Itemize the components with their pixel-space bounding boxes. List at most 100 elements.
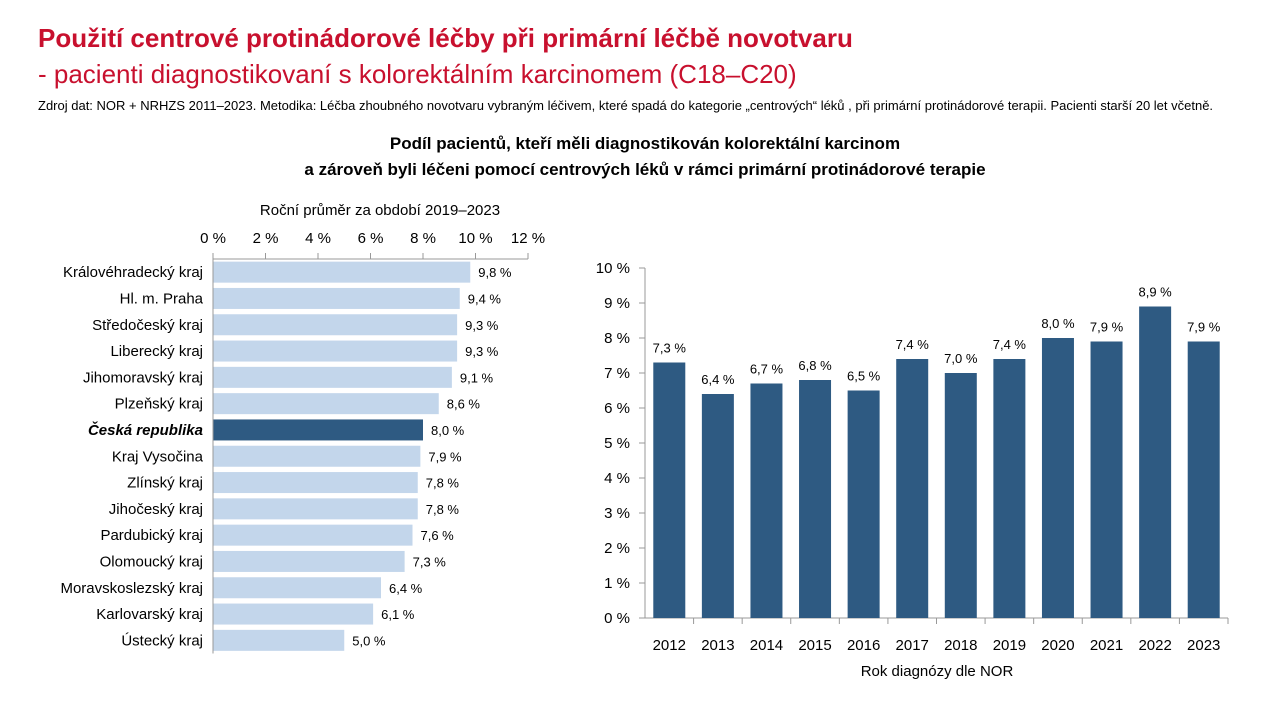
yearly-value-label: 7,9 %: [1187, 320, 1221, 335]
yearly-y-tick-label: 0 %: [604, 610, 630, 627]
regional-value-label: 8,6 %: [447, 397, 481, 412]
regional-value-label: 9,8 %: [478, 265, 512, 280]
yearly-y-tick-label: 8 %: [604, 330, 630, 347]
yearly-value-label: 7,4 %: [993, 337, 1027, 352]
yearly-value-label: 7,4 %: [896, 337, 930, 352]
regional-category-label: Pardubický kraj: [100, 527, 203, 544]
regional-category-label: Liberecký kraj: [110, 343, 203, 360]
yearly-bar: [701, 394, 734, 618]
regional-category-label: Karlovarský kraj: [96, 606, 203, 623]
regional-bar: [213, 419, 423, 441]
regional-bar: [213, 550, 405, 572]
yearly-bar-chart: Rok diagnózy dle NOR 0 % 1 % 2 % 3 % 4 % 5 % 6…: [596, 260, 1229, 680]
yearly-bar: [896, 359, 929, 618]
regional-bar: [213, 261, 471, 283]
regional-value-label: 7,8 %: [426, 502, 460, 517]
regional-value-label: 7,6 %: [421, 528, 455, 543]
yearly-bar: [1187, 341, 1220, 618]
chart-heading-line1: Podíl pacientů, kteří měli diagnostiková…: [389, 134, 901, 153]
yearly-category-label: 2023: [1187, 637, 1220, 654]
regional-category-label: Olomoucký kraj: [100, 553, 203, 570]
regional-bar: [213, 366, 452, 388]
regional-bar: [213, 287, 460, 309]
yearly-category-label: 2016: [847, 637, 880, 654]
regional-value-label: 9,1 %: [460, 370, 494, 385]
regional-category-label: Jihomoravský kraj: [83, 369, 203, 386]
yearly-category-label: 2018: [944, 637, 977, 654]
regional-bar: [213, 314, 458, 336]
yearly-y-tick-label: 4 %: [604, 470, 630, 487]
yearly-y-tick-label: 6 %: [604, 400, 630, 417]
yearly-bar: [750, 383, 783, 618]
regional-value-label: 9,3 %: [465, 344, 499, 359]
regional-category-label: Středočeský kraj: [92, 317, 203, 334]
yearly-bar: [799, 380, 832, 618]
yearly-category-label: 2019: [993, 637, 1026, 654]
regional-category-label: Zlínský kraj: [127, 475, 203, 492]
regional-chart-title: Roční průměr za období 2019–2023: [260, 202, 500, 219]
regional-bar: [213, 393, 439, 415]
regional-category-label: Hl. m. Praha: [120, 290, 204, 307]
yearly-category-label: 2012: [653, 637, 686, 654]
regional-category-label: Jihočeský kraj: [109, 501, 203, 518]
regional-category-label: Moravskoslezský kraj: [60, 580, 203, 597]
regional-bar: [213, 524, 413, 546]
regional-x-tick-label: 4 %: [305, 230, 331, 247]
regional-bar: [213, 629, 345, 651]
regional-value-label: 8,0 %: [431, 423, 465, 438]
yearly-value-label: 6,8 %: [798, 358, 832, 373]
yearly-y-tick-label: 2 %: [604, 540, 630, 557]
regional-bar: [213, 577, 381, 599]
regional-value-label: 7,9 %: [428, 449, 462, 464]
yearly-category-label: 2013: [701, 637, 734, 654]
yearly-bar: [1041, 338, 1074, 618]
yearly-y-tick-label: 10 %: [596, 260, 630, 277]
yearly-value-label: 8,9 %: [1139, 285, 1173, 300]
source-note: Zdroj dat: NOR + NRHZS 2011–2023. Metodi…: [38, 98, 1214, 113]
yearly-value-label: 6,7 %: [750, 362, 784, 377]
regional-category-label: Královéhradecký kraj: [63, 264, 203, 281]
regional-category-label: Kraj Vysočina: [112, 448, 204, 465]
yearly-bar: [944, 373, 977, 618]
yearly-y-tick-label: 9 %: [604, 295, 630, 312]
chart-heading-line2: a zároveň byli léčeni pomocí centrových …: [304, 160, 986, 179]
yearly-value-label: 7,9 %: [1090, 320, 1124, 335]
regional-value-label: 7,3 %: [413, 554, 447, 569]
yearly-category-label: 2020: [1041, 637, 1074, 654]
page-title: Použití centrové protinádorové léčby při…: [38, 23, 853, 53]
regional-value-label: 9,4 %: [468, 291, 502, 306]
yearly-category-label: 2014: [750, 637, 783, 654]
regional-x-tick-label: 0 %: [200, 230, 226, 247]
yearly-bar: [993, 359, 1026, 618]
yearly-bar: [847, 390, 880, 618]
regional-value-label: 7,8 %: [426, 476, 460, 491]
yearly-value-label: 8,0 %: [1041, 316, 1075, 331]
yearly-y-tick-label: 5 %: [604, 435, 630, 452]
yearly-chart-xlabel: Rok diagnózy dle NOR: [861, 663, 1014, 680]
regional-x-tick-label: 8 %: [410, 230, 436, 247]
yearly-category-label: 2022: [1138, 637, 1171, 654]
yearly-category-label: 2015: [798, 637, 831, 654]
regional-category-label: Plzeňský kraj: [115, 396, 203, 413]
regional-x-tick-label: 10 %: [458, 230, 492, 247]
regional-category-label: Česká republika: [88, 421, 203, 439]
regional-value-label: 6,1 %: [381, 607, 415, 622]
regional-bar: [213, 498, 418, 520]
yearly-y-tick-label: 7 %: [604, 365, 630, 382]
regional-x-tick-label: 6 %: [358, 230, 384, 247]
regional-x-tick-label: 12 %: [511, 230, 545, 247]
regional-value-label: 6,4 %: [389, 581, 423, 596]
yearly-bar: [1139, 306, 1172, 618]
yearly-category-label: 2021: [1090, 637, 1123, 654]
yearly-bar: [653, 362, 686, 618]
yearly-y-tick-label: 1 %: [604, 575, 630, 592]
page-subtitle: - pacienti diagnostikovaní s kolorektáln…: [38, 59, 797, 89]
yearly-category-label: 2017: [896, 637, 929, 654]
regional-bar: [213, 340, 458, 362]
regional-x-tick-label: 2 %: [253, 230, 279, 247]
yearly-value-label: 6,4 %: [701, 372, 735, 387]
yearly-value-label: 7,0 %: [944, 351, 978, 366]
regional-bar-chart: Roční průměr za období 2019–2023 0 % 2 % 4…: [60, 202, 545, 654]
yearly-y-tick-label: 3 %: [604, 505, 630, 522]
